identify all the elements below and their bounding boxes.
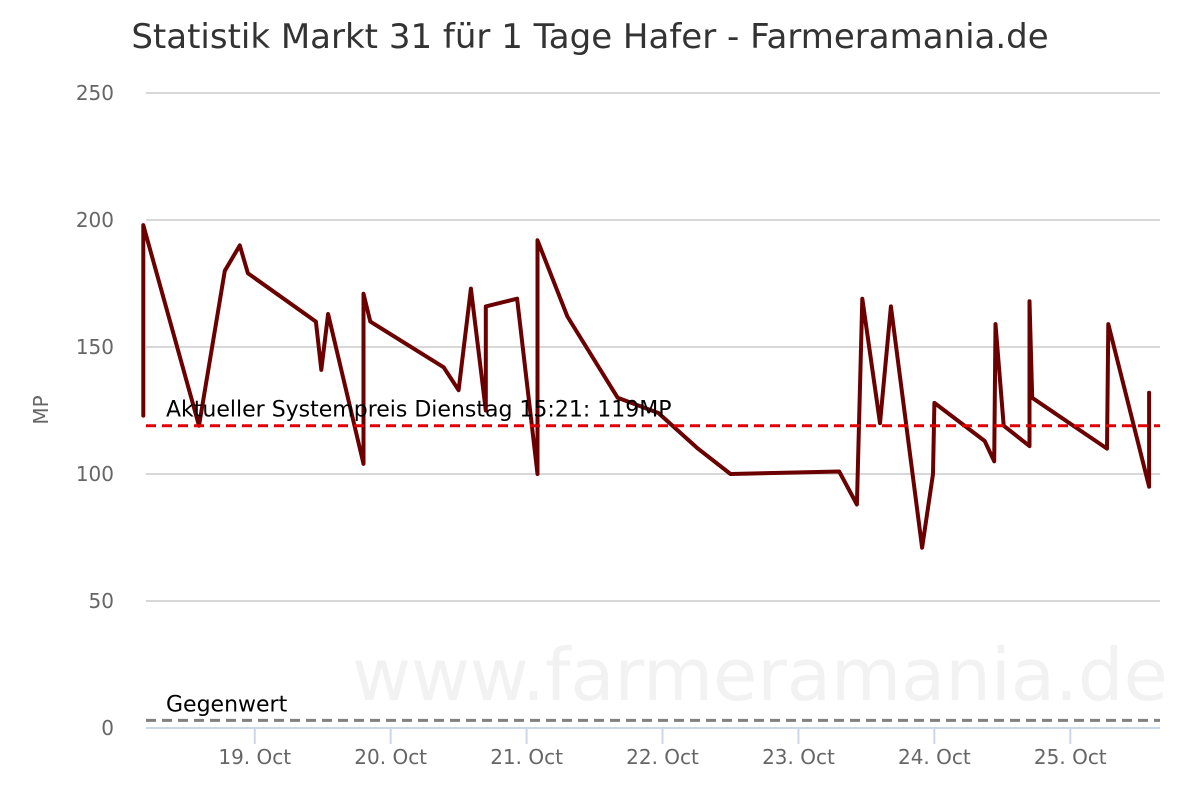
plot-lines: Aktueller Systempreis Dienstag 15:21: 11… xyxy=(146,398,1160,722)
y-tick-label: 0 xyxy=(101,716,114,740)
x-tick-label: 21. Oct xyxy=(490,745,563,769)
y-tick-label: 50 xyxy=(89,589,114,613)
x-tick-label: 24. Oct xyxy=(898,745,971,769)
plot-line-label: Aktueller Systempreis Dienstag 15:21: 11… xyxy=(166,398,671,423)
x-tick-label: 20. Oct xyxy=(354,745,427,769)
y-axis-ticks: 0 50 100 150 200 250 xyxy=(76,81,114,740)
x-axis-ticks: 19. Oct 20. Oct 21. Oct 22. Oct 23. Oct 24. O… xyxy=(218,728,1107,769)
chart-title: Statistik Markt 31 für 1 Tage Hafer - Fa… xyxy=(131,17,1048,57)
x-tick-label: 23. Oct xyxy=(762,745,835,769)
y-axis-label: MP xyxy=(29,395,53,424)
x-tick-label: 19. Oct xyxy=(218,745,291,769)
y-tick-label: 150 xyxy=(76,335,114,359)
series-layer xyxy=(141,223,1152,550)
x-tick-label: 22. Oct xyxy=(626,745,699,769)
watermark: www.farmeramania.de xyxy=(352,633,1168,717)
series-line xyxy=(141,223,1152,550)
x-tick-label: 25. Oct xyxy=(1034,745,1107,769)
plot-line-label: Gegenwert xyxy=(166,692,288,717)
gridlines xyxy=(146,92,1160,602)
y-tick-label: 250 xyxy=(76,81,114,105)
y-tick-label: 200 xyxy=(76,208,114,232)
y-tick-label: 100 xyxy=(76,462,114,486)
